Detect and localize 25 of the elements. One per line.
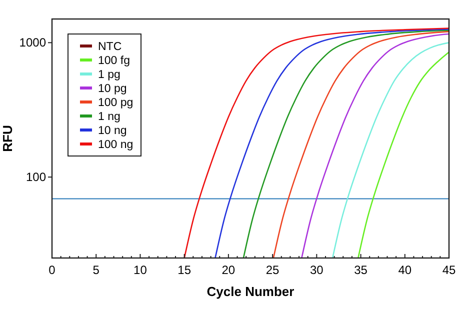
legend-label: 1 ng — [98, 111, 120, 123]
legend-label: 10 pg — [98, 83, 127, 95]
legend-label: 100 ng — [98, 139, 134, 151]
x-tick-label: 35 — [354, 263, 368, 277]
x-axis-title: Cycle Number — [206, 284, 294, 299]
x-tick-label: 15 — [178, 263, 192, 277]
line-series — [332, 42, 449, 258]
x-tick-label: 30 — [310, 263, 324, 277]
x-tick-label: 20 — [222, 263, 236, 277]
legend-label: NTC — [98, 41, 122, 53]
y-axis-title: RFU — [0, 125, 15, 152]
line-series — [357, 52, 449, 258]
line-series — [301, 33, 449, 258]
legend-label: 100 pg — [98, 97, 134, 109]
x-tick-label: 5 — [92, 263, 100, 277]
legend-label: 1 pg — [98, 69, 120, 81]
legend-label: 10 ng — [98, 125, 127, 137]
x-tick-label: 10 — [134, 263, 148, 277]
legend-label: 100 fg — [98, 55, 130, 67]
x-tick-label: 45 — [442, 263, 456, 277]
x-tick-label: 40 — [398, 263, 412, 277]
y-tick-label: 100 — [26, 170, 46, 184]
x-tick-label: 25 — [266, 263, 280, 277]
y-tick-label: 1000 — [19, 36, 46, 50]
x-tick-label: 0 — [48, 263, 56, 277]
